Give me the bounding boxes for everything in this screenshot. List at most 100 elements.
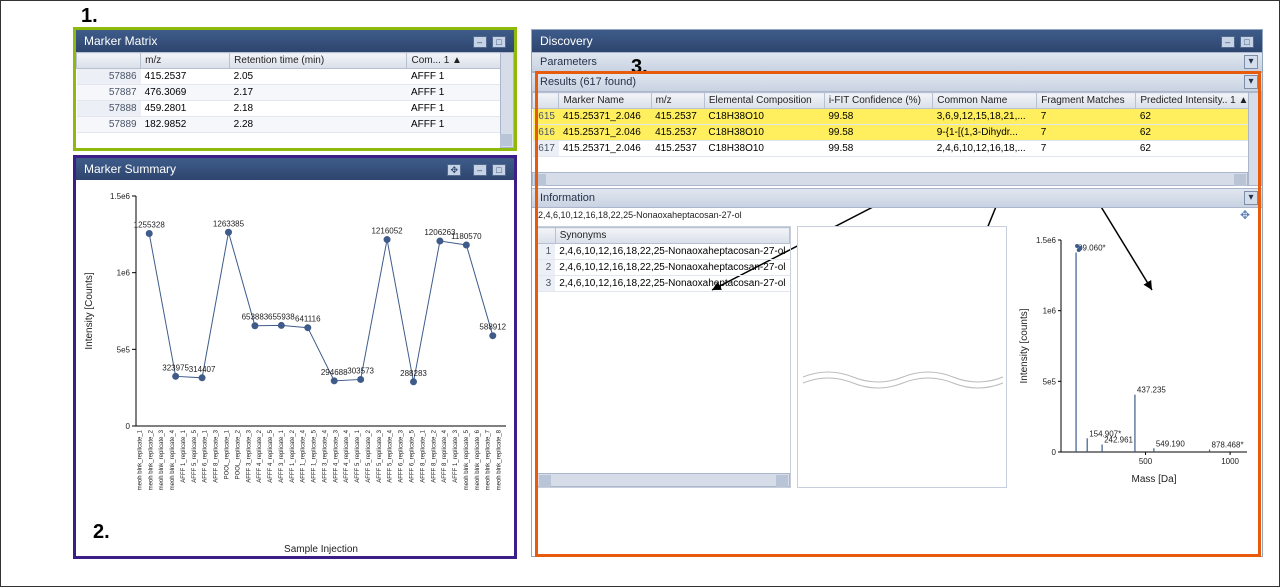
move-icon[interactable]: ✥ <box>447 164 461 176</box>
svg-text:1000: 1000 <box>1221 457 1239 466</box>
column-header[interactable]: Predicted Intensity.. 1 ▲ <box>1136 93 1262 109</box>
scrollbar-h[interactable] <box>532 172 1248 186</box>
column-header[interactable]: i-FIT Confidence (%) <box>824 93 932 109</box>
cell: AFFF 1 <box>407 69 514 85</box>
column-header[interactable] <box>533 93 559 109</box>
column-header <box>538 228 556 244</box>
cell: 99.58 <box>824 109 932 125</box>
svg-text:AFFF 4_replicate_5: AFFF 4_replicate_5 <box>268 429 274 482</box>
svg-text:288283: 288283 <box>400 369 427 378</box>
scrollbar-v[interactable] <box>1248 92 1262 186</box>
svg-text:1216052: 1216052 <box>371 227 403 236</box>
table-row[interactable]: 12,4,6,10,12,16,18,22,25-Nonaoxaheptacos… <box>538 244 790 260</box>
callout-2: 2. <box>93 521 110 544</box>
column-header[interactable]: Elemental Composition <box>704 93 824 109</box>
move-icon[interactable]: ✥ <box>1240 208 1250 222</box>
cell: 415.25371_2.046 <box>559 125 651 141</box>
maximize-icon[interactable]: □ <box>492 36 506 48</box>
synonyms-table[interactable]: Synonyms12,4,6,10,12,16,18,22,25-Nonaoxa… <box>537 227 790 292</box>
column-header[interactable]: Synonyms <box>555 228 789 244</box>
svg-text:meoh blnk_replicate_3: meoh blnk_replicate_3 <box>159 429 165 490</box>
svg-text:AFFF 8_replicate_4: AFFF 8_replicate_4 <box>442 429 448 482</box>
maximize-icon[interactable]: □ <box>492 164 506 176</box>
discovery-header[interactable]: Discovery – □ <box>532 30 1262 52</box>
column-header[interactable]: m/z <box>141 53 230 69</box>
svg-text:AFFF 4_replicate_4: AFFF 4_replicate_4 <box>344 429 350 482</box>
information-label: Information <box>540 192 595 204</box>
column-header[interactable] <box>77 53 141 69</box>
table-row[interactable]: 57887476.30692.17AFFF 1 <box>77 85 514 101</box>
scroll-left-icon[interactable] <box>539 475 551 487</box>
column-header[interactable]: Com... 1 ▲ <box>407 53 514 69</box>
svg-text:AFFF 8_replicate_3: AFFF 8_replicate_3 <box>214 429 220 482</box>
marker-matrix-table[interactable]: m/zRetention time (min)Com... 1 ▲5788641… <box>76 52 514 133</box>
table-row[interactable]: 32,4,6,10,12,16,18,22,25-Nonaoxaheptacos… <box>538 276 790 292</box>
structure-view <box>797 226 1007 488</box>
cell: 415.2537 <box>651 125 704 141</box>
svg-text:588912: 588912 <box>479 323 506 332</box>
scrollbar-v[interactable] <box>500 52 514 148</box>
cell: 2,4,6,10,12,16,18,... <box>933 141 1037 157</box>
table-row[interactable]: 57889182.98522.28AFFF 1 <box>77 117 514 133</box>
cell: 62 <box>1136 109 1262 125</box>
svg-text:meoh blnk_replicate_6: meoh blnk_replicate_6 <box>475 429 481 490</box>
cell: 62 <box>1136 125 1262 141</box>
column-header[interactable]: m/z <box>651 93 704 109</box>
svg-text:POOL_replicate_1: POOL_replicate_1 <box>225 429 231 479</box>
marker-summary-header[interactable]: Marker Summary ✥ – □ <box>76 158 514 180</box>
scroll-right-icon[interactable] <box>1234 174 1246 186</box>
synonyms-panel: Synonyms12,4,6,10,12,16,18,22,25-Nonaoxa… <box>536 226 791 488</box>
table-row[interactable]: 616415.25371_2.046415.2537C18H38O1099.58… <box>533 125 1262 141</box>
information-section[interactable]: Information ▾ <box>532 188 1262 208</box>
table-row[interactable]: 617415.25371_2.046415.2537C18H38O1099.58… <box>533 141 1262 157</box>
scroll-left-icon[interactable] <box>534 174 546 186</box>
cell: 2.05 <box>230 69 407 85</box>
svg-text:meoh blnk_replicate_2: meoh blnk_replicate_2 <box>148 429 154 490</box>
svg-text:641116: 641116 <box>295 315 321 324</box>
scroll-right-icon[interactable] <box>776 475 788 487</box>
marker-summary-chart: 05e51e61.5e61255328323975314407126338565… <box>76 180 516 556</box>
minimize-icon[interactable]: – <box>1221 36 1235 48</box>
results-table[interactable]: Marker Namem/zElemental Compositioni-FIT… <box>532 92 1262 157</box>
marker-matrix-header[interactable]: Marker Matrix – □ <box>76 30 514 52</box>
svg-text:AFFF 1_replicate_1: AFFF 1_replicate_1 <box>181 429 187 482</box>
svg-text:1255328: 1255328 <box>134 221 166 230</box>
svg-text:AFFF 6_replicate_5: AFFF 6_replicate_5 <box>410 429 416 482</box>
column-header[interactable]: Common Name <box>933 93 1037 109</box>
svg-text:0: 0 <box>126 422 131 431</box>
column-header[interactable]: Fragment Matches <box>1037 93 1136 109</box>
svg-text:meoh blnk_replicate_4: meoh blnk_replicate_4 <box>170 429 176 490</box>
table-row[interactable]: 57886415.25372.05AFFF 1 <box>77 69 514 85</box>
svg-text:AFFF 8_replicate_2: AFFF 8_replicate_2 <box>431 429 437 482</box>
scroll-down-icon[interactable] <box>500 134 512 146</box>
collapse-icon[interactable]: ▾ <box>1244 55 1258 69</box>
cell: 2.28 <box>230 117 407 133</box>
table-row[interactable]: 57888459.28012.18AFFF 1 <box>77 101 514 117</box>
discovery-panel: Discovery – □ Parameters ▾ Results (617 … <box>531 29 1263 557</box>
column-header[interactable]: Marker Name <box>559 93 651 109</box>
svg-text:Sample Injection: Sample Injection <box>284 544 358 555</box>
svg-text:303573: 303573 <box>347 366 374 375</box>
cell: 9-{1-[(1,3-Dihydr... <box>933 125 1037 141</box>
column-header[interactable]: Retention time (min) <box>230 53 407 69</box>
cell: 7 <box>1037 141 1136 157</box>
maximize-icon[interactable]: □ <box>1240 36 1254 48</box>
minimize-icon[interactable]: – <box>473 36 487 48</box>
cell: 99.58 <box>824 141 932 157</box>
scrollbar-h[interactable] <box>537 473 790 487</box>
collapse-icon[interactable]: ▾ <box>1244 191 1258 205</box>
minimize-icon[interactable]: – <box>473 164 487 176</box>
svg-text:meoh blnk_replicate_8: meoh blnk_replicate_8 <box>497 429 503 490</box>
svg-text:1e6: 1e6 <box>117 269 131 278</box>
cell: 415.2537 <box>141 69 230 85</box>
table-row[interactable]: 615415.25371_2.046415.2537C18H38O1099.58… <box>533 109 1262 125</box>
table-row[interactable]: 22,4,6,10,12,16,18,22,25-Nonaoxaheptacos… <box>538 260 790 276</box>
svg-text:5e5: 5e5 <box>1043 377 1057 386</box>
svg-text:653883: 653883 <box>242 313 269 322</box>
cell: AFFF 1 <box>407 117 514 133</box>
cell: 415.2537 <box>651 141 704 157</box>
collapse-icon[interactable]: ▾ <box>1244 75 1258 89</box>
panel-title: Marker Matrix <box>84 34 157 48</box>
svg-text:meoh blnk_replicate_5: meoh blnk_replicate_5 <box>464 429 470 490</box>
cell: 182.9852 <box>141 117 230 133</box>
